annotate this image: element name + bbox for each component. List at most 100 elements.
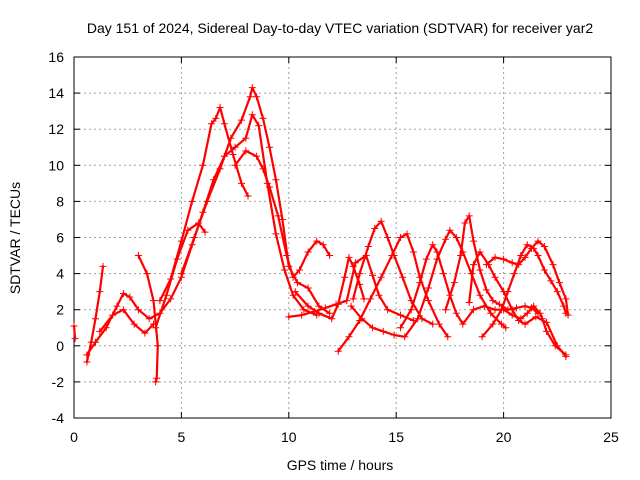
data-point [553, 288, 561, 296]
data-point [491, 306, 499, 314]
data-point [476, 248, 484, 256]
data-point [396, 234, 404, 241]
data-point [167, 295, 175, 303]
y-tick-label: 12 [48, 121, 64, 137]
data-point [429, 320, 437, 328]
data-point [126, 293, 134, 301]
data-point [476, 266, 484, 274]
series-line [158, 106, 250, 302]
data-point [83, 351, 91, 359]
data-point [248, 111, 256, 119]
y-tick-label: 10 [48, 157, 64, 173]
grid-lines [74, 57, 611, 418]
data-point [502, 324, 510, 332]
data-point [547, 277, 555, 285]
data-point [281, 266, 289, 274]
data-point [285, 313, 293, 321]
data-point [508, 306, 516, 314]
data-point [272, 176, 280, 184]
x-tick-label: 15 [388, 429, 404, 445]
data-point [345, 253, 353, 261]
y-tick-label: 14 [48, 85, 64, 101]
data-point [369, 271, 377, 279]
data-point [141, 329, 149, 337]
y-tick-label: 0 [56, 338, 64, 354]
data-point [553, 342, 561, 350]
data-point [523, 309, 531, 317]
data-point [562, 353, 570, 361]
data-point [366, 295, 374, 303]
series-prn-r [478, 241, 570, 341]
data-point [379, 327, 387, 335]
y-tick-label: 8 [56, 193, 64, 209]
series-prn-d [96, 306, 157, 337]
data-point [480, 302, 488, 310]
data-point [528, 304, 536, 312]
data-point [349, 295, 357, 303]
data-point [341, 273, 349, 281]
data-point [347, 302, 355, 310]
data-point [130, 320, 138, 328]
data-point [321, 304, 329, 312]
series-prn-e [134, 252, 162, 386]
data-point [442, 306, 450, 314]
data-point [345, 333, 353, 341]
data-point [540, 243, 548, 251]
data-point [409, 248, 417, 256]
data-point [564, 311, 572, 319]
data-point [555, 279, 563, 287]
data-point [349, 262, 357, 270]
data-point [70, 322, 78, 330]
data-point [491, 253, 499, 261]
data-point [244, 192, 252, 200]
data-point [433, 248, 441, 256]
data-point [248, 84, 256, 92]
series-line [154, 222, 207, 329]
data-point [83, 358, 91, 366]
data-point [497, 320, 505, 328]
data-point [424, 297, 432, 305]
data-point [238, 179, 246, 187]
data-point [203, 197, 211, 205]
data-point [289, 291, 297, 299]
data-point [482, 286, 490, 294]
data-point [396, 324, 404, 332]
series-line [294, 256, 366, 320]
data-point [491, 273, 499, 281]
data-point [216, 104, 224, 112]
data-point [424, 284, 432, 292]
data-point [96, 327, 104, 335]
x-tick-label: 10 [281, 429, 297, 445]
data-point [143, 270, 151, 278]
data-point [177, 270, 185, 278]
data-point [439, 270, 447, 278]
data-point [521, 253, 529, 261]
data-point [145, 315, 153, 323]
data-point [293, 279, 301, 287]
data-point [212, 114, 220, 122]
data-point [319, 241, 327, 249]
data-point [91, 338, 99, 346]
data-point [515, 317, 523, 325]
data-point [515, 261, 523, 269]
data-point [300, 306, 308, 314]
data-point [371, 224, 379, 232]
data-point [315, 309, 323, 317]
data-point [401, 333, 409, 341]
data-point [407, 306, 415, 314]
data-point [377, 273, 385, 281]
data-point [429, 241, 437, 249]
series-prn-i [231, 147, 334, 281]
data-point [470, 306, 478, 314]
data-point [508, 259, 516, 267]
data-point [201, 228, 209, 236]
data-point [358, 315, 366, 323]
data-point [435, 320, 443, 328]
data-point [540, 266, 548, 274]
data-point [446, 226, 454, 234]
data-point [134, 252, 142, 260]
data-point [283, 252, 291, 260]
data-point [414, 315, 422, 323]
data-point [265, 143, 273, 151]
data-point [231, 161, 239, 169]
